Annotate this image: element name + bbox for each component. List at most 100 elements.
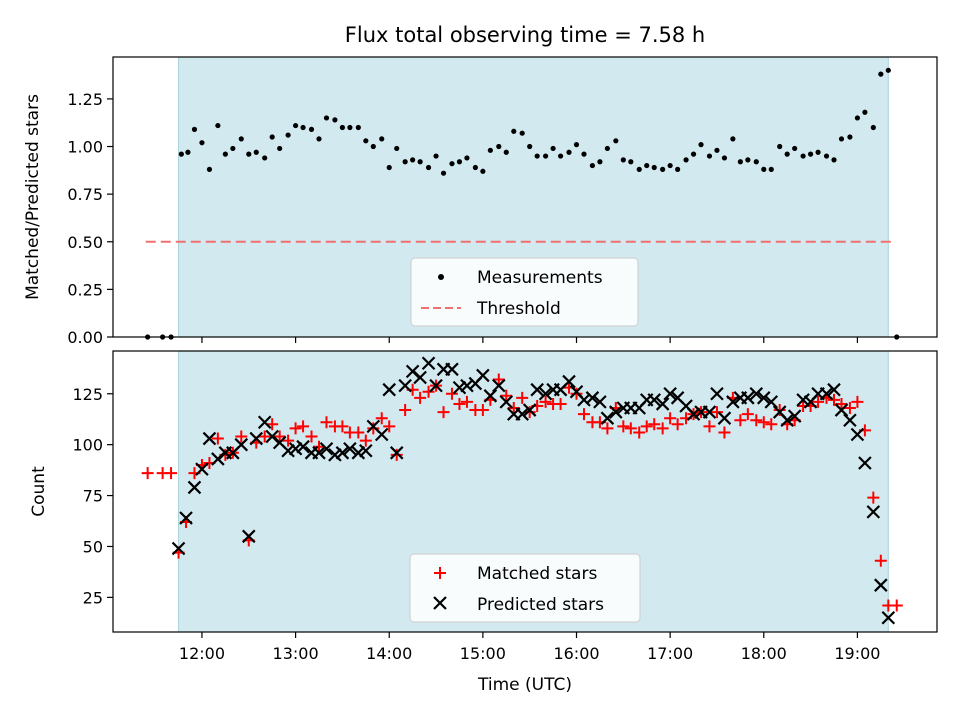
legend-predicted-marker bbox=[433, 596, 447, 610]
measurement-point bbox=[870, 124, 876, 131]
predicted-point bbox=[382, 382, 397, 397]
measurement-point bbox=[878, 71, 884, 77]
measurement-point bbox=[690, 151, 697, 157]
measurement-point bbox=[807, 151, 814, 157]
top-y-tick-label: 0.75 bbox=[67, 185, 103, 204]
measurement-point bbox=[737, 159, 743, 165]
top-y-tick-label: 1.25 bbox=[67, 90, 103, 109]
measurement-point bbox=[308, 126, 315, 132]
measurement-point bbox=[745, 157, 751, 163]
matched-point bbox=[867, 491, 880, 504]
predicted-point bbox=[819, 386, 834, 401]
matched-point bbox=[141, 467, 154, 480]
predicted-point bbox=[171, 541, 186, 556]
predicted-point bbox=[850, 427, 865, 442]
matched-point bbox=[656, 422, 669, 435]
matched-point bbox=[710, 406, 723, 419]
matched-point bbox=[835, 397, 848, 410]
predicted-point bbox=[881, 610, 896, 625]
measurement-point bbox=[355, 124, 361, 131]
matched-point bbox=[282, 434, 295, 447]
measurement-point bbox=[597, 159, 603, 165]
matched-point bbox=[476, 404, 489, 417]
measurement-point bbox=[683, 157, 689, 163]
matched-point bbox=[890, 599, 903, 612]
measurement-point bbox=[566, 149, 572, 155]
bottom-y-tick-label: 25 bbox=[83, 588, 103, 607]
measurement-point bbox=[604, 145, 611, 152]
measurement-point bbox=[831, 157, 837, 163]
top-legend-box bbox=[410, 257, 639, 327]
measurement-point bbox=[511, 128, 517, 134]
predicted-point bbox=[359, 443, 373, 458]
bottom-panel: 25 50 75 100 125 12:00 13:00 14:00 15:00 16:00 17… bbox=[29, 350, 938, 695]
predicted-point bbox=[343, 441, 357, 456]
x-axis-label: Time (UTC) bbox=[477, 675, 572, 695]
measurement-point bbox=[543, 153, 549, 159]
top-plot-frame bbox=[112, 56, 938, 338]
matched-point bbox=[352, 426, 365, 439]
legend-matched-marker bbox=[434, 567, 446, 579]
measurement-point bbox=[628, 159, 634, 165]
matched-point bbox=[390, 448, 403, 461]
matched-point bbox=[828, 393, 840, 406]
matched-point bbox=[445, 387, 458, 400]
matched-point bbox=[507, 402, 520, 415]
measurement-point bbox=[425, 164, 432, 171]
top-x-ticks bbox=[201, 337, 859, 343]
predicted-point bbox=[476, 368, 490, 383]
measurement-point bbox=[417, 159, 423, 165]
measurement-point bbox=[185, 149, 191, 155]
measurement-point bbox=[292, 122, 299, 129]
matched-point bbox=[773, 404, 786, 417]
matched-point bbox=[516, 391, 529, 404]
matched-point bbox=[640, 420, 653, 433]
matched-point bbox=[437, 406, 450, 419]
matched-point bbox=[601, 422, 614, 435]
predicted-point bbox=[429, 378, 443, 393]
predicted-point bbox=[179, 511, 193, 525]
measurement-point bbox=[784, 151, 790, 157]
predicted-point bbox=[389, 446, 404, 460]
top-y-tick-label: 1.00 bbox=[67, 138, 103, 157]
predicted-point bbox=[257, 415, 272, 430]
predicted-point bbox=[764, 395, 779, 409]
measurement-point bbox=[761, 166, 767, 172]
measurement-point bbox=[472, 164, 478, 171]
measurement-point bbox=[215, 122, 221, 129]
measurement-point bbox=[613, 138, 619, 144]
legend-matched-label: Matched stars bbox=[477, 564, 597, 584]
measurement-point bbox=[191, 126, 198, 132]
matched-point bbox=[539, 395, 552, 408]
predicted-point bbox=[445, 362, 459, 377]
measurement-point bbox=[706, 153, 713, 159]
top-y-tick-label: 0.00 bbox=[67, 328, 103, 347]
measurement-point bbox=[449, 161, 455, 167]
predicted-point bbox=[593, 395, 607, 409]
measurement-point bbox=[262, 155, 268, 161]
predicted-point bbox=[600, 411, 615, 425]
predicted-point bbox=[492, 378, 506, 393]
measurement-point bbox=[620, 157, 626, 163]
bottom-plot-frame bbox=[112, 350, 938, 633]
measurement-point bbox=[440, 170, 447, 176]
measurement-point bbox=[253, 149, 259, 155]
measurement-point bbox=[675, 166, 681, 172]
matched-point bbox=[305, 430, 318, 443]
top-y-ticks: 0.00 0.25 0.50 0.75 1.00 1.25 bbox=[67, 90, 113, 347]
matched-point bbox=[554, 397, 567, 410]
predicted-point bbox=[296, 439, 310, 454]
matched-point bbox=[383, 420, 396, 433]
predicted-point bbox=[249, 431, 264, 446]
predicted-point bbox=[202, 431, 217, 446]
legend-measurements-label: Measurements bbox=[477, 268, 603, 288]
measurement-point bbox=[316, 136, 322, 142]
predicted-point bbox=[647, 393, 661, 407]
predicted-point bbox=[702, 405, 717, 419]
measurement-point bbox=[644, 162, 650, 169]
matched-point bbox=[320, 416, 333, 429]
measurement-point bbox=[230, 145, 236, 152]
measurement-point bbox=[347, 124, 353, 131]
matched-point bbox=[633, 426, 646, 439]
matched-point bbox=[734, 414, 747, 427]
